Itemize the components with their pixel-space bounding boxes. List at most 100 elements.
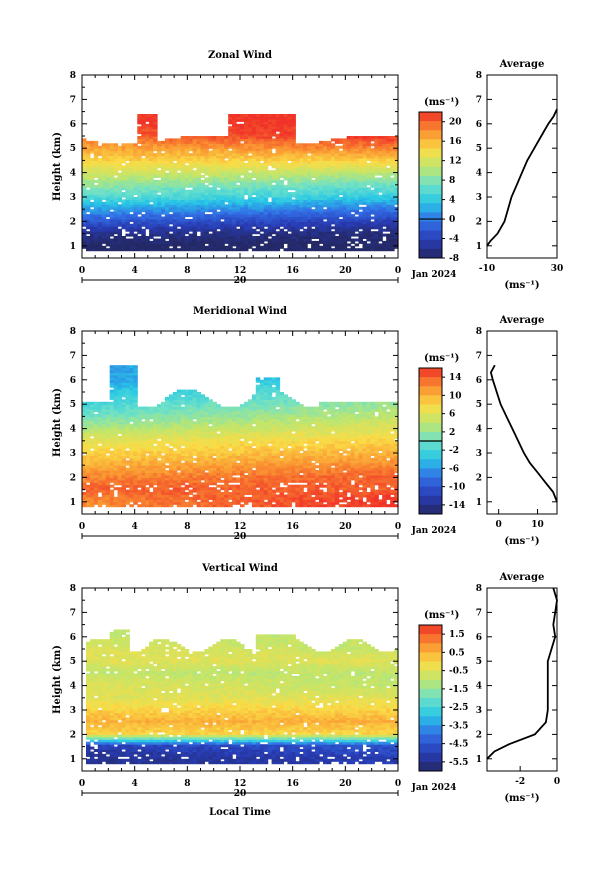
heatmap-cell bbox=[232, 209, 237, 213]
heatmap-cell bbox=[101, 182, 107, 186]
heatmap-cell bbox=[97, 472, 103, 476]
heatmap-cell bbox=[267, 126, 273, 130]
heatmap-cell bbox=[315, 162, 320, 166]
heatmap-cell bbox=[287, 167, 292, 171]
heatmap-cell bbox=[220, 172, 225, 176]
heatmap-cell bbox=[141, 233, 146, 237]
heatmap-cell bbox=[386, 179, 391, 183]
heatmap-cell bbox=[133, 482, 138, 486]
heatmap-cell bbox=[362, 184, 367, 188]
heatmap-cell bbox=[334, 138, 340, 142]
heatmap-cell bbox=[311, 236, 316, 239]
heatmap-cell bbox=[141, 450, 146, 454]
heatmap-cell bbox=[125, 182, 130, 186]
heatmap-cell bbox=[378, 243, 383, 247]
heatmap-cell bbox=[125, 414, 130, 417]
heatmap-cell bbox=[247, 243, 253, 247]
heatmap-cell bbox=[342, 201, 348, 205]
heatmap-cell bbox=[232, 243, 237, 247]
heatmap-cell bbox=[244, 228, 249, 232]
heatmap-cell bbox=[283, 236, 288, 239]
heatmap-cell bbox=[109, 179, 115, 183]
heatmap-cell bbox=[216, 211, 221, 215]
heatmap-cell bbox=[204, 197, 209, 200]
heatmap-cell bbox=[141, 445, 146, 449]
heatmap-cell bbox=[172, 404, 178, 408]
heatmap-cell bbox=[267, 211, 273, 215]
heatmap-cell bbox=[97, 484, 103, 488]
heatmap-cell bbox=[240, 223, 245, 227]
heatmap-cell bbox=[129, 192, 134, 196]
heatmap-cell bbox=[267, 148, 273, 152]
heatmap-cell bbox=[86, 194, 91, 198]
heatmap-cell bbox=[149, 187, 154, 191]
heatmap-cell bbox=[129, 482, 134, 486]
heatmap-cell bbox=[161, 472, 166, 476]
heatmap-cell bbox=[374, 167, 379, 171]
heatmap-cell bbox=[129, 453, 134, 456]
heatmap-cell bbox=[295, 243, 300, 247]
heatmap-cell bbox=[192, 138, 198, 142]
heatmap-cell bbox=[180, 243, 186, 247]
heatmap-cell bbox=[350, 214, 356, 218]
heatmap-cell bbox=[315, 155, 320, 159]
heatmap-cell bbox=[212, 172, 217, 176]
heatmap-cell bbox=[168, 160, 174, 164]
heatmap-cell bbox=[153, 221, 158, 225]
heatmap-cell bbox=[137, 182, 142, 186]
heatmap-cell bbox=[137, 411, 142, 415]
heatmap-cell bbox=[255, 177, 261, 181]
avg-y-tick-label: 5 bbox=[476, 144, 482, 154]
heatmap-cell bbox=[251, 158, 257, 161]
heatmap-cell bbox=[129, 443, 134, 447]
heatmap-cell bbox=[220, 204, 225, 208]
heatmap-cell bbox=[208, 238, 213, 242]
heatmap-cell bbox=[283, 138, 288, 142]
heatmap-cell bbox=[236, 145, 241, 149]
heatmap-cell bbox=[172, 455, 178, 459]
heatmap-cell bbox=[287, 118, 292, 122]
heatmap-cell bbox=[220, 211, 225, 215]
heatmap-cell bbox=[93, 406, 99, 410]
heatmap-cell bbox=[350, 182, 356, 186]
heatmap-cell bbox=[137, 445, 142, 449]
heatmap-cell bbox=[303, 248, 308, 252]
heatmap-cell bbox=[259, 221, 265, 225]
heatmap-cell bbox=[93, 214, 99, 218]
heatmap-cell bbox=[133, 443, 138, 447]
heatmap-cell bbox=[362, 150, 367, 154]
heatmap-cell bbox=[283, 206, 288, 210]
heatmap-cell bbox=[346, 189, 352, 193]
heatmap-cell bbox=[338, 238, 344, 242]
heatmap-cell bbox=[121, 170, 126, 174]
heatmap-cell bbox=[382, 194, 387, 198]
heatmap-cell bbox=[216, 140, 221, 144]
heatmap-cell bbox=[208, 243, 213, 247]
heatmap-cell bbox=[299, 150, 304, 154]
heatmap-cell bbox=[267, 155, 273, 159]
heatmap-cell bbox=[101, 204, 107, 208]
heatmap-cell bbox=[141, 438, 146, 442]
heatmap-cell bbox=[149, 165, 154, 169]
heatmap-cell bbox=[141, 475, 146, 478]
heatmap-cell bbox=[374, 226, 379, 230]
heatmap-cell bbox=[370, 167, 375, 171]
heatmap-cell bbox=[97, 182, 103, 186]
heatmap-cell bbox=[220, 231, 225, 235]
heatmap-cell bbox=[121, 455, 126, 459]
heatmap-cell bbox=[275, 243, 281, 247]
heatmap-cell bbox=[121, 501, 126, 505]
heatmap-cell bbox=[303, 189, 308, 193]
heatmap-cell bbox=[125, 170, 130, 174]
heatmap-cell bbox=[259, 128, 265, 132]
heatmap-cell bbox=[323, 221, 328, 225]
heatmap-cell bbox=[93, 231, 99, 235]
heatmap-cell bbox=[236, 236, 241, 239]
heatmap-cell bbox=[89, 228, 95, 232]
heatmap-cell bbox=[172, 158, 178, 161]
heatmap-cell bbox=[307, 165, 312, 169]
heatmap-cell bbox=[133, 401, 138, 405]
heatmap-cell bbox=[275, 245, 281, 249]
heatmap-cell bbox=[172, 231, 178, 235]
heatmap-cell bbox=[326, 243, 332, 247]
